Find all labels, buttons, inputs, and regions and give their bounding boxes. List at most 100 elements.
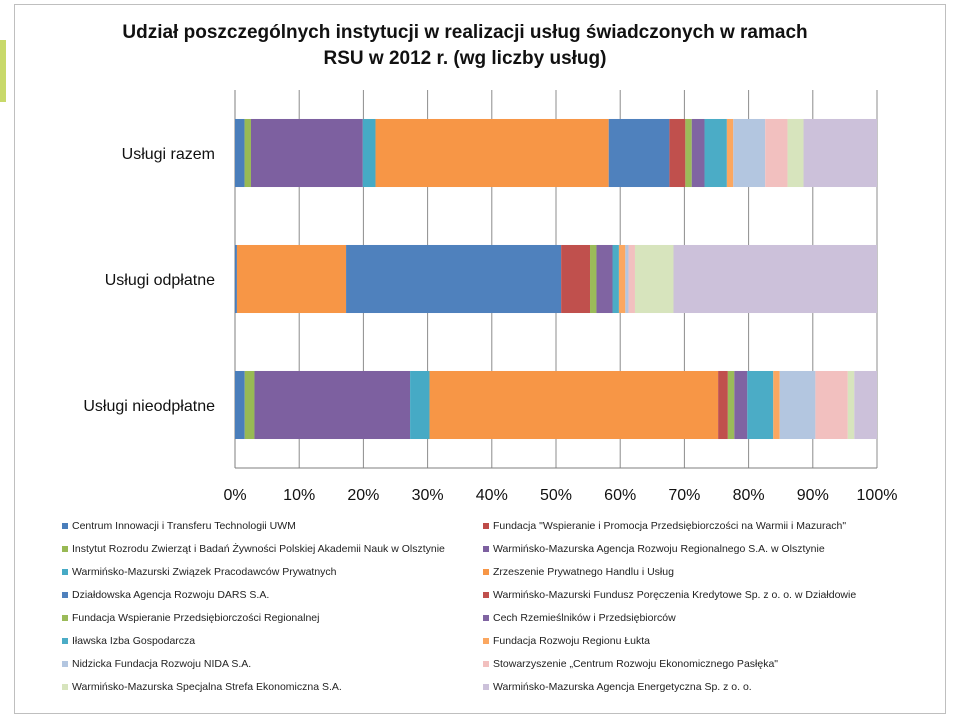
x-tick-label: 90% (797, 487, 829, 504)
x-tick-label: 0% (223, 487, 246, 504)
bar-segment (429, 370, 719, 440)
bar-segment (346, 244, 562, 314)
x-tick-label: 60% (604, 487, 636, 504)
legend-label: Warmińsko-Mazurska Agencja Rozwoju Regio… (493, 543, 825, 555)
legend-label: Cech Rzemieślników i Przedsiębiorców (493, 612, 676, 624)
bar-segment (244, 370, 255, 440)
x-tick-label: 30% (412, 487, 444, 504)
bar-segment (847, 370, 855, 440)
bar-segment (250, 118, 363, 188)
chart-title-line-1: Udział poszczególnych instytucji w reali… (122, 22, 808, 43)
bar-segment (254, 370, 411, 440)
legend-item: Stowarzyszenie „Centrum Rozwoju Ekonomic… (483, 658, 778, 670)
bar-segment (628, 244, 635, 314)
bar-segment (410, 370, 430, 440)
bar-segment (854, 370, 877, 440)
bar-segment (608, 118, 670, 188)
category-label: Usługi odpłatne (105, 272, 215, 289)
legend-swatch (483, 569, 489, 575)
legend-item: Działdowska Agencja Rozwoju DARS S.A. (62, 589, 269, 601)
legend-swatch (483, 615, 489, 621)
bar-segment (244, 118, 251, 188)
bar-segment (634, 244, 674, 314)
bar-segment (704, 118, 727, 188)
legend-item: Warmińsko-Mazurska Agencja Rozwoju Regio… (483, 543, 825, 555)
bar-segment (773, 370, 780, 440)
category-label: Usługi nieodpłatne (83, 398, 215, 415)
bar-segment (375, 118, 609, 188)
legend-item: Warmińsko-Mazurski Związek Pracodawców P… (62, 566, 337, 578)
bar-segment (727, 370, 735, 440)
legend-swatch (62, 592, 68, 598)
x-tick-label: 100% (857, 487, 898, 504)
legend-item: Fundacja Rozwoju Regionu Łukta (483, 635, 650, 647)
legend-label: Centrum Innowacji i Transferu Technologi… (72, 520, 296, 532)
legend-swatch (62, 661, 68, 667)
legend-swatch (62, 615, 68, 621)
legend-label: Fundacja Wspieranie Przedsiębiorczości R… (72, 612, 320, 624)
legend-label: Fundacja "Wspieranie i Promocja Przedsię… (493, 520, 847, 532)
bar-segment (612, 244, 619, 314)
bar-segment (362, 118, 376, 188)
x-tick-label: 20% (347, 487, 379, 504)
legend-swatch (483, 546, 489, 552)
legend-swatch (483, 661, 489, 667)
bar-segment (747, 370, 774, 440)
legend-item: Centrum Innowacji i Transferu Technologi… (62, 520, 296, 532)
bar-segment (618, 244, 626, 314)
bar-segment (685, 118, 692, 188)
legend-item: Zrzeszenie Prywatnego Handlu i Usług (483, 566, 674, 578)
legend-swatch (62, 523, 68, 529)
legend-item: Fundacja "Wspieranie i Promocja Przedsię… (483, 520, 846, 532)
bar-segment (236, 244, 347, 314)
legend-swatch (62, 569, 68, 575)
bar-segment (803, 118, 877, 188)
legend-item: Instytut Rozrodu Zwierząt i Badań Żywnoś… (62, 543, 445, 555)
x-tick-label: 80% (733, 487, 765, 504)
bar-segment (779, 370, 816, 440)
legend-label: Stowarzyszenie „Centrum Rozwoju Ekonomic… (493, 658, 779, 670)
legend-item: Warmińsko-Mazurska Agencja Energetyczna … (483, 681, 752, 693)
x-tick-label: 70% (668, 487, 700, 504)
legend-item: Fundacja Wspieranie Przedsiębiorczości R… (62, 612, 319, 624)
legend-label: Instytut Rozrodu Zwierząt i Badań Żywnoś… (72, 543, 445, 555)
legend-swatch (483, 638, 489, 644)
legend-swatch (483, 523, 489, 529)
bar-segment (235, 118, 245, 188)
legend-label: Warmińsko-Mazurska Specjalna Strefa Ekon… (72, 681, 342, 693)
legend-label: Zrzeszenie Prywatnego Handlu i Usług (493, 566, 674, 578)
bar-segment (726, 118, 734, 188)
legend-item: Warmińsko-Mazurska Specjalna Strefa Ekon… (62, 681, 342, 693)
legend-item: Cech Rzemieślników i Przedsiębiorców (483, 612, 676, 624)
bar-segment (815, 370, 848, 440)
bar-segment (669, 118, 686, 188)
chart-title-line-2: RSU w 2012 r. (wg liczby usług) (323, 48, 607, 69)
slide-accent-bar (0, 40, 6, 102)
category-label: Usługi razem (122, 146, 215, 163)
bar-segment (596, 244, 613, 314)
legend-label: Warmińsko-Mazurska Agencja Energetyczna … (493, 681, 752, 693)
legend-label: Fundacja Rozwoju Regionu Łukta (493, 635, 651, 647)
bar-segment (625, 244, 629, 314)
bar-segment (718, 370, 728, 440)
bar-segment (561, 244, 591, 314)
legend-swatch (62, 546, 68, 552)
legend-label: Działdowska Agencja Rozwoju DARS S.A. (72, 589, 270, 601)
legend-item: Warmińsko-Mazurski Fundusz Poręczenia Kr… (483, 589, 856, 601)
bar-segment (235, 244, 237, 314)
legend-swatch (483, 592, 489, 598)
legend-label: Iławska Izba Gospodarcza (72, 635, 196, 647)
legend-swatch (62, 638, 68, 644)
legend-label: Nidzicka Fundacja Rozwoju NIDA S.A. (72, 658, 252, 670)
x-tick-label: 50% (540, 487, 572, 504)
bar-segment (787, 118, 804, 188)
legend-item: Iławska Izba Gospodarcza (62, 635, 195, 647)
legend-swatch (483, 684, 489, 690)
legend-swatch (62, 684, 68, 690)
bar-segment (590, 244, 597, 314)
bar-segment (235, 370, 245, 440)
x-tick-label: 40% (476, 487, 508, 504)
bar-segment (673, 244, 877, 314)
legend-item: Nidzicka Fundacja Rozwoju NIDA S.A. (62, 658, 251, 670)
